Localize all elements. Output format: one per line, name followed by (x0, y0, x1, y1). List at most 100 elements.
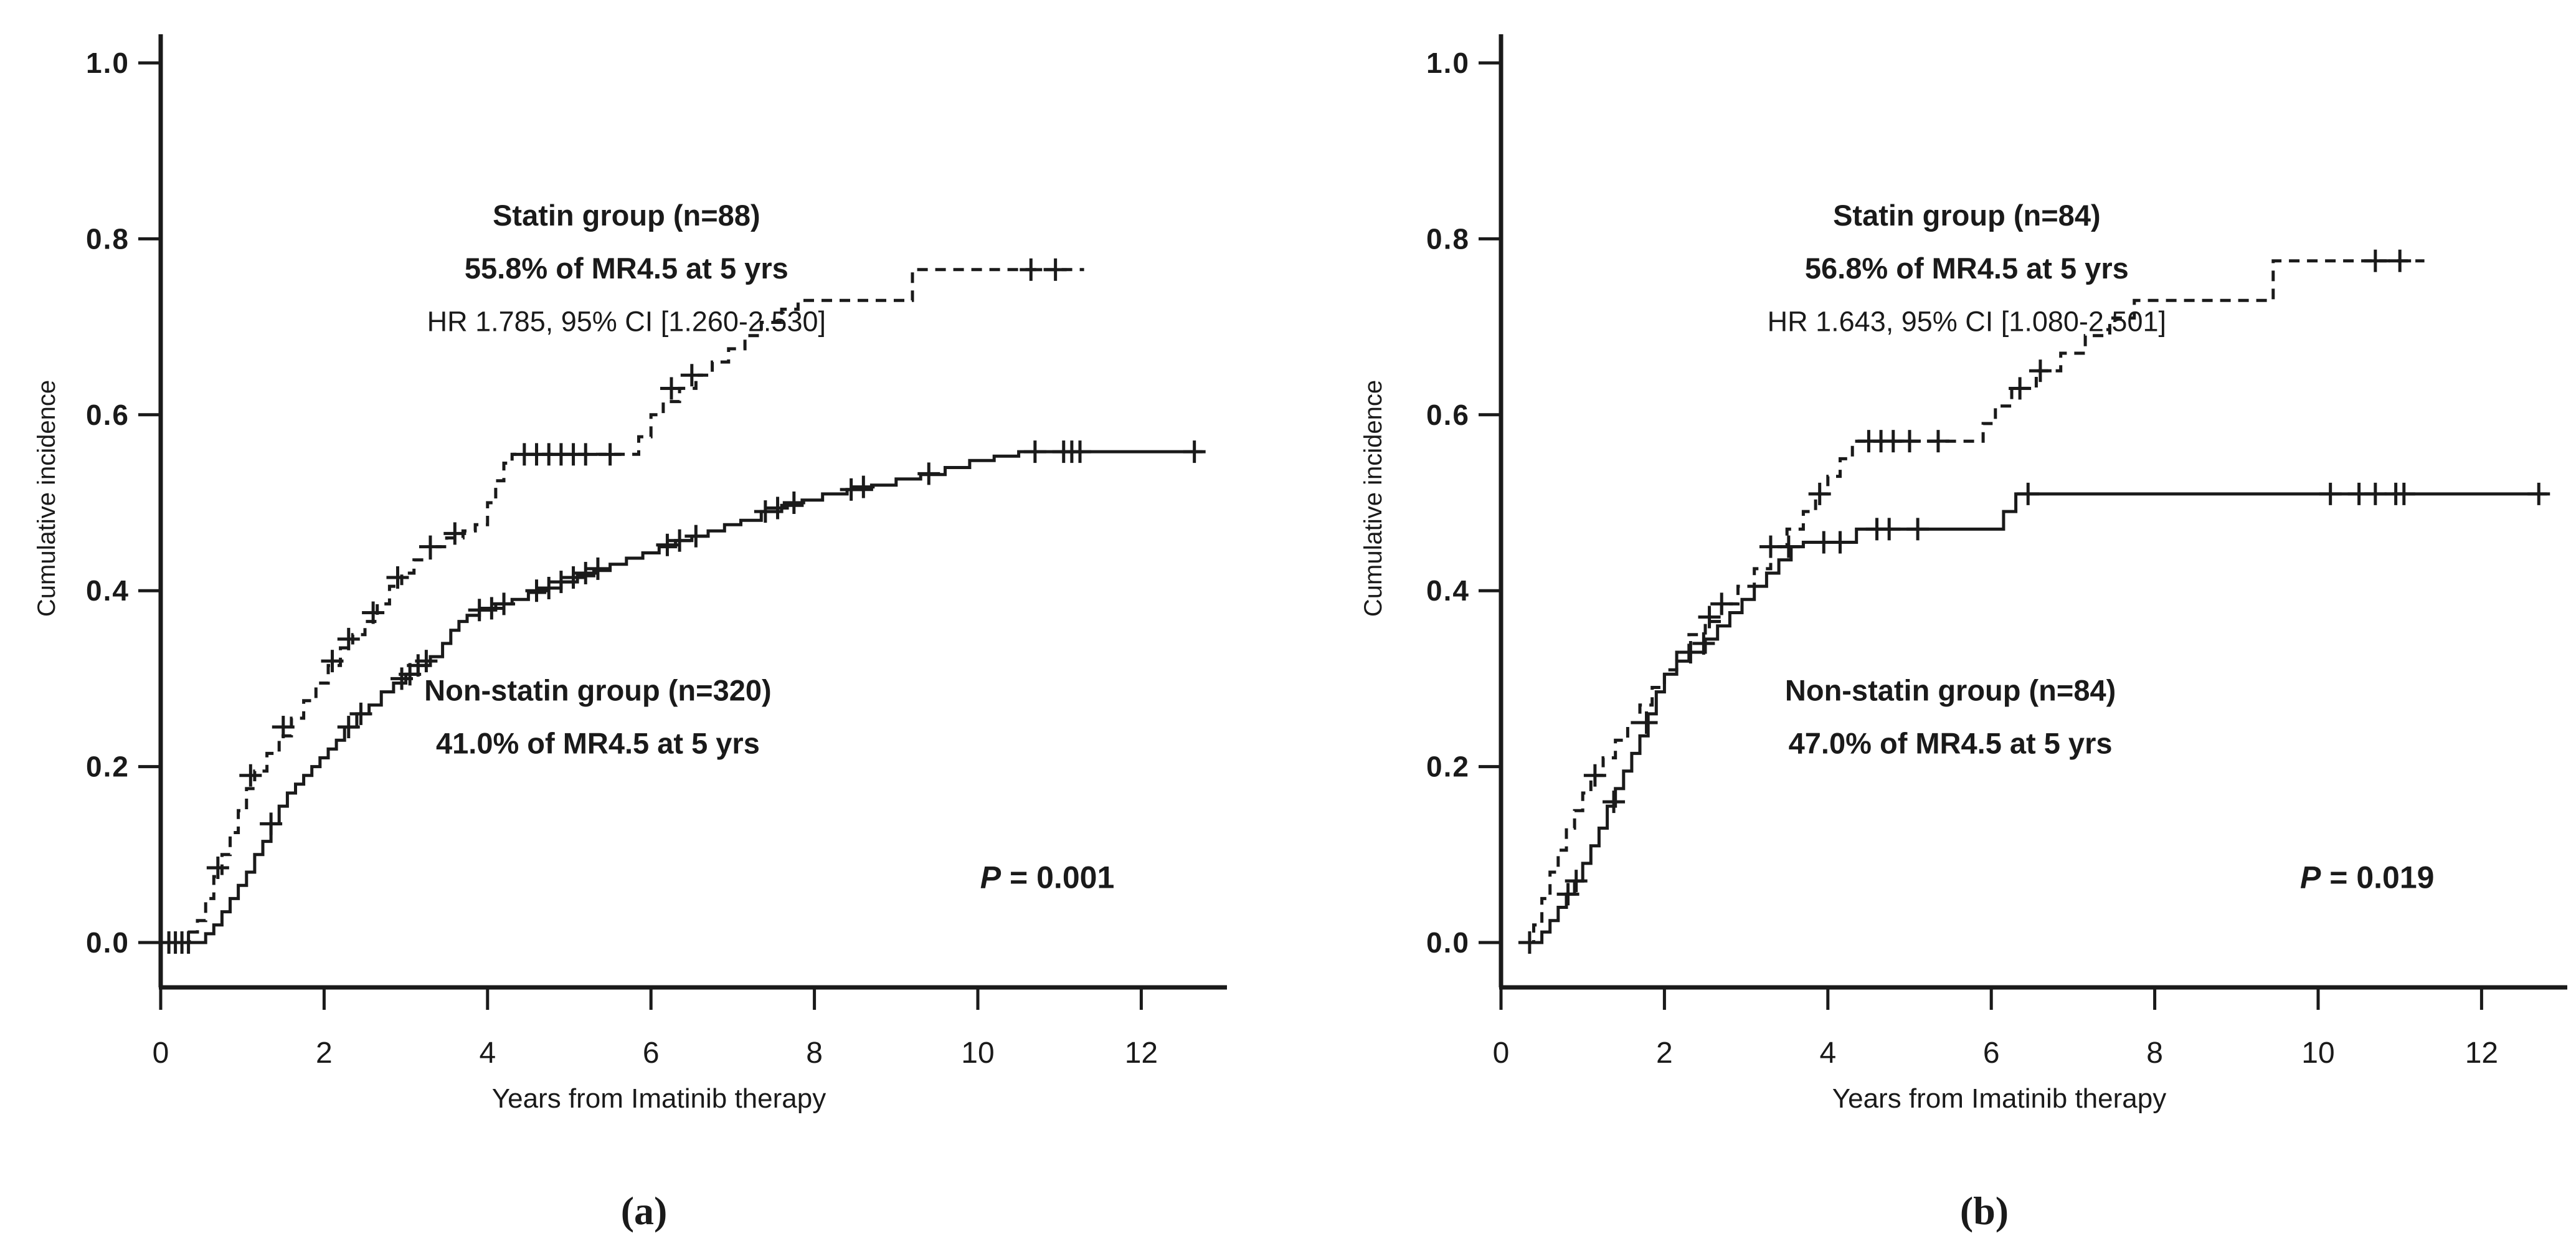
non-statin-group-label: Non-statin group (n=84) (1785, 674, 2116, 707)
censor-mark (766, 496, 789, 520)
censor-mark (239, 764, 262, 787)
censor-mark (574, 443, 597, 466)
censor-mark (2009, 377, 2032, 400)
censor-mark (362, 601, 385, 624)
non-statin-group-label: 41.0% of MR4.5 at 5 yrs (436, 726, 760, 759)
panel-b: 1.0 0.8 0.6 0.4 0.2 0.0 0 2 4 6 8 10 12 Cumulative in… (1288, 0, 2576, 1256)
censor-mark (525, 579, 548, 602)
censor-mark (754, 500, 777, 523)
censor-mark (1518, 931, 1541, 954)
censor-mark (337, 716, 360, 739)
x-tick-label: 4 (1819, 1037, 1836, 1070)
censor-mark (1023, 440, 1046, 463)
censor-mark (656, 533, 679, 556)
p-value-label: P = 0.001 (980, 860, 1114, 895)
censor-mark (2389, 249, 2412, 272)
censor-mark (349, 702, 372, 725)
censor-mark (1020, 258, 1043, 281)
y-tick-label: 0.4 (1426, 574, 1470, 607)
censor-mark (1829, 531, 1852, 554)
p-value-label: P = 0.019 (2300, 860, 2434, 895)
censor-mark (2029, 359, 2052, 382)
panel-caption: (a) (621, 1189, 668, 1233)
statin-group-label: Statin group (n=84) (1833, 199, 2101, 232)
x-tick-label: 4 (479, 1037, 496, 1070)
statin-curve (181, 268, 1084, 944)
y-tick-label: 0.2 (86, 751, 130, 783)
censor-mark (684, 525, 708, 548)
censor-mark (1603, 791, 1626, 814)
y-tick-label: 0.6 (86, 399, 130, 431)
y-tick-label: 0.2 (1426, 751, 1470, 783)
censor-mark (1044, 258, 1067, 281)
x-tick-label: 10 (961, 1037, 994, 1070)
censor-mark (1183, 440, 1206, 463)
censor-mark (668, 529, 691, 552)
censor-mark (415, 650, 438, 673)
statin-group-label: Statin group (n=88) (493, 199, 760, 232)
statin-group-label: HR 1.643, 95% CI [1.080-2.501] (1768, 306, 2166, 338)
censor-mark (599, 443, 622, 466)
x-tick-label: 10 (2301, 1037, 2334, 1070)
censor-mark (468, 599, 491, 622)
censor-mark (1635, 711, 1658, 734)
x-tick-label: 8 (806, 1037, 823, 1070)
y-tick-label: 0.6 (1426, 399, 1470, 431)
censor-mark (206, 856, 229, 879)
censor-mark (2364, 249, 2387, 272)
y-tick-label: 0.0 (86, 926, 130, 959)
censor-mark (2319, 482, 2342, 505)
censor-mark (321, 650, 344, 673)
censor-mark (1808, 482, 1831, 505)
censor-mark (443, 522, 466, 545)
x-tick-label: 0 (1493, 1037, 1510, 1070)
statin-group-label: 55.8% of MR4.5 at 5 yrs (465, 252, 788, 285)
censor-mark (1926, 430, 1949, 453)
x-tick-label: 6 (643, 1037, 660, 1070)
x-tick-label: 12 (2465, 1037, 2498, 1070)
y-tick-label: 0.0 (1426, 926, 1470, 959)
censor-mark (260, 812, 283, 835)
censor-mark (586, 557, 609, 580)
y-axis-title: Cumulative incidence (1360, 380, 1387, 617)
panel-b-chart: 1.0 0.8 0.6 0.4 0.2 0.0 0 2 4 6 8 10 12 Cumulative in… (1360, 34, 2567, 1233)
censor-mark (1710, 592, 1733, 615)
statin-group-label: 56.8% of MR4.5 at 5 yrs (1805, 252, 2129, 285)
y-tick-label: 1.0 (1426, 47, 1470, 79)
panel-a: 1.0 0.8 0.6 0.4 0.2 0.0 0 2 4 6 8 10 12 Cumulative in… (0, 0, 1288, 1256)
censor-mark (1565, 870, 1588, 893)
x-tick-label: 12 (1125, 1037, 1158, 1070)
y-tick-label: 0.4 (86, 574, 130, 607)
censor-mark (680, 364, 703, 387)
censor-mark (1906, 518, 1930, 541)
y-tick-label: 1.0 (86, 47, 130, 79)
statin-curve (1525, 259, 2425, 944)
censor-mark (852, 475, 875, 498)
censor-mark (2017, 482, 2040, 505)
censor-mark (480, 597, 503, 620)
censor-mark (1777, 535, 1800, 558)
x-tick-label: 0 (153, 1037, 169, 1070)
censor-mark (1069, 440, 1091, 463)
x-tick-label: 8 (2146, 1037, 2163, 1070)
censor-mark (537, 576, 561, 599)
panel-a-chart: 1.0 0.8 0.6 0.4 0.2 0.0 0 2 4 6 8 10 12 Cumulative in… (33, 34, 1227, 1233)
y-tick-label: 0.8 (1426, 222, 1470, 255)
x-axis-title: Years from Imatinib therapy (1832, 1083, 2166, 1114)
censor-mark (1556, 883, 1579, 906)
censor-mark (386, 566, 409, 589)
censor-mark (840, 478, 863, 501)
x-axis-title: Years from Imatinib therapy (492, 1083, 826, 1114)
censor-mark (1898, 430, 1921, 453)
censor-mark (782, 492, 805, 514)
censor-mark (1698, 606, 1721, 629)
censor-mark (2364, 482, 2387, 505)
y-axis-title: Cumulative incidence (33, 380, 60, 617)
censor-mark (562, 566, 585, 589)
censor-mark (419, 535, 442, 558)
censor-mark (2392, 482, 2415, 505)
censor-mark (337, 627, 360, 650)
censor-mark (1583, 764, 1606, 787)
non-statin-group-label: Non-statin group (n=320) (424, 674, 771, 707)
censor-mark (493, 592, 516, 615)
